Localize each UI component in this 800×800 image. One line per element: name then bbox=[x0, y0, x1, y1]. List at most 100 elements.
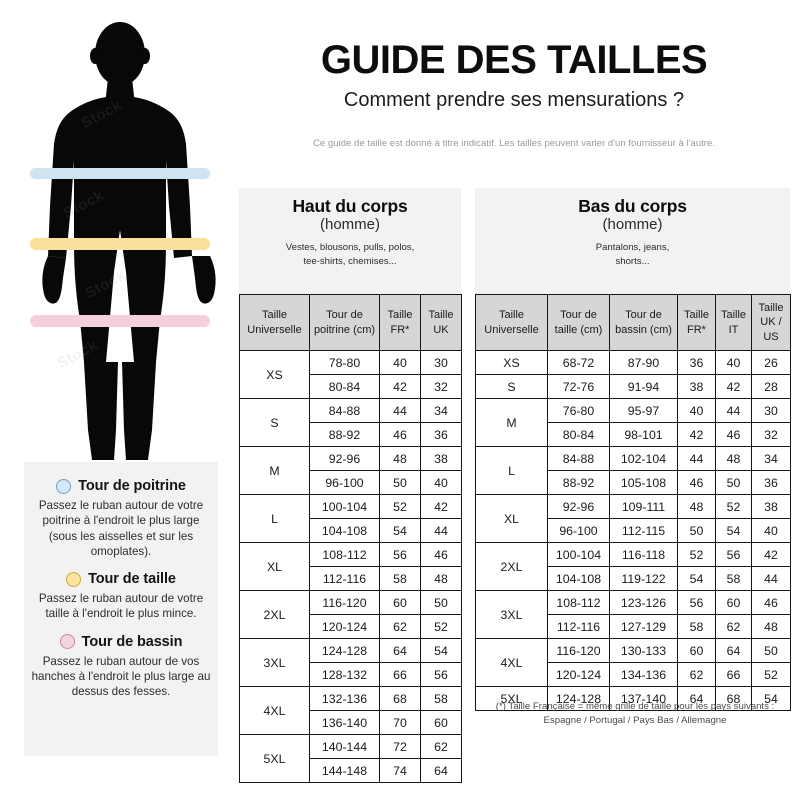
table-row: 136-140 70 60 bbox=[240, 710, 462, 735]
waist-band bbox=[30, 238, 210, 250]
cell-chest: 128-132 bbox=[309, 662, 380, 687]
cell-chest: 100-104 bbox=[309, 494, 380, 519]
cell-hips: 109-111 bbox=[609, 494, 678, 519]
cell-size-it: 58 bbox=[715, 566, 752, 591]
table-row: XL 108-112 56 46 bbox=[239, 542, 462, 591]
table-row: 2XL 100-104 116-118 52 56 42 bbox=[475, 542, 791, 591]
table-row: 144-148 74 64 bbox=[240, 758, 462, 783]
cell-size-uk-us: 50 bbox=[751, 638, 791, 663]
cell-chest: 92-96 bbox=[309, 446, 380, 471]
legend-desc-waist: Passez le ruban autour de votre taille à… bbox=[38, 592, 204, 621]
cell-size-fr: 68 bbox=[379, 686, 421, 711]
lower-body-title: Bas du corps bbox=[578, 196, 687, 216]
table-row: 4XL 116-120 130-133 60 64 50 bbox=[475, 638, 791, 687]
table-row: 80-84 42 32 bbox=[240, 374, 462, 399]
cell-size-it: 64 bbox=[715, 638, 752, 663]
cell-chest: 120-124 bbox=[309, 614, 380, 639]
cell-size-fr: 66 bbox=[379, 662, 421, 687]
waist-dot-icon bbox=[66, 571, 82, 587]
cell-size-it: 52 bbox=[715, 494, 752, 519]
cell-size-fr: 42 bbox=[379, 374, 421, 399]
cell-size-uk-us: 36 bbox=[751, 470, 791, 495]
cell-size-fr: 64 bbox=[379, 638, 421, 663]
upper-body-items: Vestes, blousons, pulls, polos, tee-shirt… bbox=[285, 242, 415, 267]
cell-size-it: 46 bbox=[715, 422, 752, 447]
cell-size-fr: 40 bbox=[677, 398, 716, 423]
legend-desc-hips: Passez le ruban autour de vos hanches à … bbox=[31, 654, 211, 699]
legend-item-waist: Tour de taille Passez le ruban autour de… bbox=[30, 571, 212, 622]
cell-size-universal: 3XL bbox=[475, 590, 548, 639]
col-header-fr: Taille FR* bbox=[677, 294, 716, 351]
cell-size-universal: S bbox=[475, 374, 548, 399]
cell-size-uk: 62 bbox=[420, 734, 462, 759]
cell-size-fr: 40 bbox=[379, 350, 421, 375]
cell-size-universal: L bbox=[239, 494, 310, 543]
table-row: M 92-96 48 38 bbox=[239, 446, 462, 495]
cell-size-uk-us: 28 bbox=[751, 374, 791, 399]
main-content: GUIDE DES TAILLES Comment prendre ses me… bbox=[228, 0, 800, 800]
cell-size-uk: 36 bbox=[420, 422, 462, 447]
cell-size-fr: 54 bbox=[379, 518, 421, 543]
cell-hips: 95-97 bbox=[609, 398, 678, 423]
col-header-waist: Tour de taille (cm) bbox=[547, 294, 610, 351]
table-row: S 84-88 44 34 bbox=[239, 398, 462, 447]
table-row: 104-108 54 44 bbox=[240, 518, 462, 543]
cell-size-fr: 50 bbox=[379, 470, 421, 495]
cell-waist: 124-128 bbox=[547, 686, 610, 711]
cell-waist: 80-84 bbox=[547, 422, 610, 447]
cell-size-uk: 34 bbox=[420, 398, 462, 423]
cell-size-uk-us: 48 bbox=[751, 614, 791, 639]
cell-size-fr: 38 bbox=[677, 374, 716, 399]
legend-desc-chest: Passez le ruban autour de votre poitrine… bbox=[38, 499, 204, 558]
cell-chest: 78-80 bbox=[309, 350, 380, 375]
cell-size-uk: 44 bbox=[420, 518, 462, 543]
cell-chest: 116-120 bbox=[309, 590, 380, 615]
cell-size-fr: 46 bbox=[379, 422, 421, 447]
col-header-it: Taille IT bbox=[715, 294, 752, 351]
cell-chest: 108-112 bbox=[309, 542, 380, 567]
lower-body-block: Bas du corps (homme) Pantalons, jeans, sh… bbox=[475, 188, 791, 783]
table-row: XS 78-80 40 30 bbox=[239, 350, 462, 399]
lower-body-header: Bas du corps (homme) Pantalons, jeans, sh… bbox=[475, 188, 790, 294]
table-row: XS 68-72 87-90 36 40 26 bbox=[475, 350, 791, 375]
cell-waist: 84-88 bbox=[547, 446, 610, 471]
upper-body-subtitle: (homme) bbox=[319, 216, 380, 233]
cell-size-fr: 58 bbox=[677, 614, 716, 639]
table-row: 112-116 127-129 58 62 48 bbox=[476, 614, 791, 639]
col-header-hips: Tour de bassin (cm) bbox=[609, 294, 678, 351]
table-row: 4XL 132-136 68 58 bbox=[239, 686, 462, 735]
table-row: XL 92-96 109-111 48 52 38 bbox=[475, 494, 791, 543]
legend-item-hips: Tour de bassin Passez le ruban autour de… bbox=[30, 634, 212, 700]
cell-waist: 120-124 bbox=[547, 662, 610, 687]
cell-hips: 119-122 bbox=[609, 566, 678, 591]
cell-size-uk: 38 bbox=[420, 446, 462, 471]
cell-size-uk: 54 bbox=[420, 638, 462, 663]
cell-size-it: 50 bbox=[715, 470, 752, 495]
chest-dot-icon bbox=[56, 478, 72, 494]
cell-size-fr: 62 bbox=[379, 614, 421, 639]
lower-body-table: Taille Universelle Tour de taille (cm) T… bbox=[475, 294, 791, 711]
footnote-text: (*) Taille Française = même grille de ta… bbox=[495, 701, 775, 727]
hips-dot-icon bbox=[59, 634, 75, 650]
col-header-uk-us: Taille UK / US bbox=[751, 294, 791, 351]
table-row: 88-92 46 36 bbox=[240, 422, 462, 447]
cell-hips: 87-90 bbox=[609, 350, 678, 375]
lower-body-items: Pantalons, jeans, shorts... bbox=[595, 242, 670, 267]
cell-size-universal: 3XL bbox=[239, 638, 310, 687]
cell-size-fr: 54 bbox=[677, 566, 716, 591]
cell-size-it: 54 bbox=[715, 518, 752, 543]
cell-size-fr: 60 bbox=[379, 590, 421, 615]
cell-chest: 96-100 bbox=[309, 470, 380, 495]
cell-waist: 116-120 bbox=[547, 638, 610, 663]
cell-size-uk: 48 bbox=[420, 566, 462, 591]
table-row: 112-116 58 48 bbox=[240, 566, 462, 591]
upper-body-title: Haut du corps bbox=[292, 196, 408, 216]
cell-size-uk-us: 42 bbox=[751, 542, 791, 567]
cell-size-fr: 48 bbox=[677, 494, 716, 519]
cell-size-universal: XS bbox=[239, 350, 310, 399]
cell-waist: 92-96 bbox=[547, 494, 610, 519]
cell-size-it: 44 bbox=[715, 398, 752, 423]
cell-size-it: 42 bbox=[715, 374, 752, 399]
cell-size-uk: 46 bbox=[420, 542, 462, 567]
upper-body-block: Haut du corps (homme) Vestes, blousons, … bbox=[239, 188, 462, 783]
